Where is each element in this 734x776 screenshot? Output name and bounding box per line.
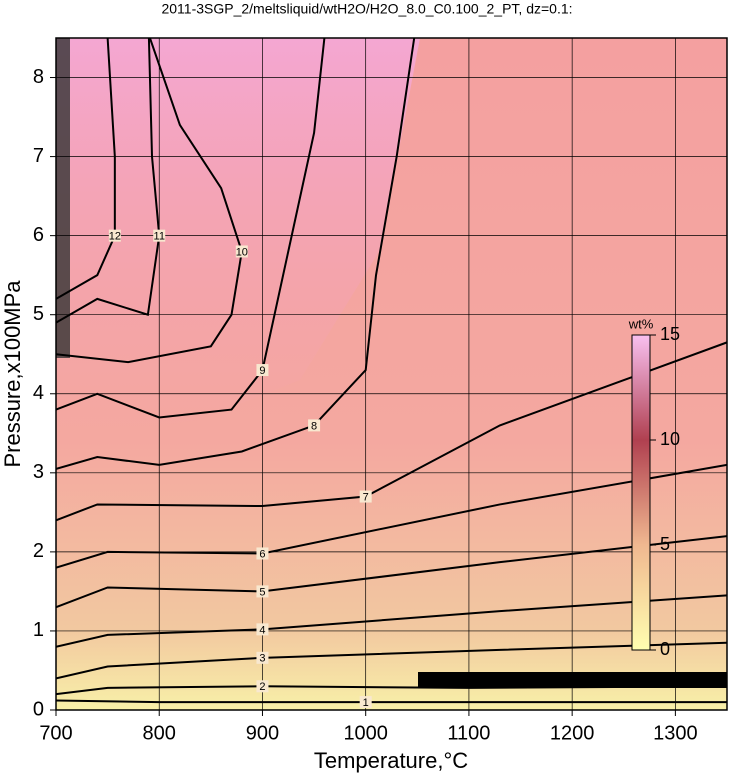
colorbar: wt% 0 5 10 15 xyxy=(628,316,680,658)
contour-label-bg xyxy=(308,419,321,432)
y-tick-label: 0 xyxy=(33,698,44,720)
x-tick-label: 1100 xyxy=(447,722,490,744)
contour-label-bg xyxy=(256,585,269,598)
contour-label: 10 xyxy=(236,246,248,258)
colorbar-label: wt% xyxy=(628,316,654,331)
contour-line xyxy=(56,38,161,324)
contour-label: 11 xyxy=(154,231,165,243)
shading xyxy=(56,38,70,358)
y-axis-label: Pressure,x100MPa xyxy=(0,280,25,468)
colorbar-tick-label: 5 xyxy=(660,534,670,554)
y-tick-label: 2 xyxy=(33,540,44,562)
contour-label-bg xyxy=(108,229,121,242)
contour-label-bg xyxy=(235,245,248,258)
y-tick-label: 7 xyxy=(33,145,44,167)
contour-label: 6 xyxy=(259,548,265,560)
contour-label: 8 xyxy=(311,420,317,432)
contour-label-bg xyxy=(256,364,269,377)
y-tick-label: 6 xyxy=(33,224,44,246)
plot-frame xyxy=(55,37,728,711)
contour-label: 3 xyxy=(259,653,265,665)
contour-label-bg xyxy=(256,623,269,636)
y-tick-label: 3 xyxy=(33,461,44,483)
x-tick-label: 1200 xyxy=(550,722,595,744)
contour-label: 5 xyxy=(259,586,265,598)
contour-label-bg xyxy=(359,490,372,503)
colorbar-bar xyxy=(631,334,651,651)
contour-line xyxy=(56,38,243,364)
colorbar-tick-label: 15 xyxy=(660,324,680,344)
y-tick-label: 1 xyxy=(33,619,44,641)
contour-line xyxy=(56,38,326,419)
contour-label: 9 xyxy=(259,365,265,377)
x-tick-label: 1000 xyxy=(343,722,388,744)
y-tick-label: 8 xyxy=(33,66,44,88)
x-axis-label: Temperature,°C xyxy=(314,748,468,773)
contour-label: 4 xyxy=(259,624,265,636)
chart-title: 2011-3SGP_2/meltsliquid/wtH2O/H2O_8.0_C0… xyxy=(161,1,572,17)
colorbar-tick-label: 0 xyxy=(660,639,670,659)
contour-label-bg xyxy=(256,680,269,693)
contour-label: 7 xyxy=(363,491,369,503)
contour-label-bg xyxy=(256,651,269,664)
black-band xyxy=(418,672,727,688)
contour-label-bg xyxy=(153,229,166,242)
y-tick-label: 5 xyxy=(33,303,44,325)
y-tick-label: 4 xyxy=(33,382,44,404)
contour-label-bg xyxy=(256,547,269,560)
x-tick-label: 700 xyxy=(39,722,72,744)
colorbar-tick-label: 10 xyxy=(660,429,680,449)
x-tick-label: 1300 xyxy=(653,722,698,744)
contour-label: 1 xyxy=(363,697,369,709)
contour-line xyxy=(56,341,727,522)
contour-label: 12 xyxy=(109,231,121,243)
contour-label-bg xyxy=(359,696,372,709)
x-tick-label: 900 xyxy=(246,722,279,744)
contour-label: 2 xyxy=(259,681,265,693)
x-tick-label: 800 xyxy=(143,722,176,744)
